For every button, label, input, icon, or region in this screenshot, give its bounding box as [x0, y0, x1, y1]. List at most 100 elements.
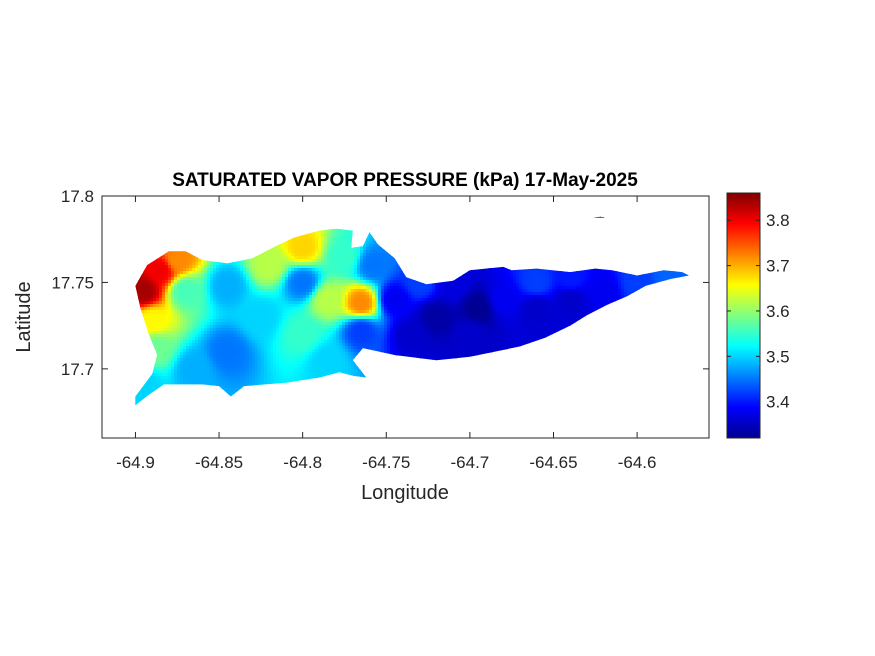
heatmap-cell	[279, 265, 283, 269]
heatmap-cell	[375, 250, 379, 254]
heatmap-cell	[186, 256, 190, 260]
heatmap-cell	[303, 253, 307, 257]
heatmap-cell	[321, 253, 325, 257]
heatmap-cell	[291, 250, 295, 254]
heatmap-cell	[294, 253, 298, 257]
heatmap-cell	[315, 238, 319, 242]
heatmap-cell	[261, 259, 265, 263]
heatmap-cell	[354, 262, 358, 266]
heatmap-cell	[327, 232, 331, 236]
heatmap-cell	[330, 253, 334, 257]
heatmap-cell	[207, 268, 211, 272]
heatmap-cell	[348, 259, 352, 263]
heatmap-cell	[300, 256, 304, 260]
heatmap-cell	[300, 268, 304, 272]
heatmap-cell	[291, 241, 295, 245]
heatmap-cell	[183, 253, 187, 257]
heatmap-cell	[384, 262, 388, 266]
heatmap-cell	[261, 268, 265, 272]
heatmap-cell	[273, 253, 277, 257]
heatmap-cell	[318, 259, 322, 263]
heatmap-cell	[321, 244, 325, 248]
heatmap-cell	[255, 265, 259, 269]
heatmap-cell	[366, 268, 370, 272]
heatmap-cell	[333, 256, 337, 260]
heatmap-cell	[276, 262, 280, 266]
heatmap-cell	[327, 250, 331, 254]
heatmap-cell	[159, 262, 163, 266]
heatmap-cell	[339, 247, 343, 251]
heatmap-cell	[258, 265, 262, 269]
heatmap-cell	[330, 235, 334, 239]
heatmap-cell	[297, 235, 301, 239]
heatmap-cell	[381, 268, 385, 272]
heatmap-cell	[339, 235, 343, 239]
heatmap-cell	[399, 268, 403, 272]
heatmap-cell	[342, 235, 346, 239]
heatmap-cell	[165, 265, 169, 269]
heatmap-cell	[318, 241, 322, 245]
heatmap-cell	[312, 238, 316, 242]
heatmap-cell	[204, 259, 208, 263]
heatmap-cell	[360, 247, 364, 251]
heatmap-cell	[276, 247, 280, 251]
heatmap-cell	[195, 265, 199, 269]
heatmap-cell	[369, 259, 373, 263]
heatmap-cell	[234, 265, 238, 269]
heatmap-cell	[327, 241, 331, 245]
heatmap-cell	[297, 241, 301, 245]
heatmap-cell	[285, 256, 289, 260]
heatmap-cell	[330, 250, 334, 254]
heatmap-cell	[339, 232, 343, 236]
heatmap-cell	[306, 244, 310, 248]
heatmap-cell	[222, 265, 226, 269]
heatmap-cell	[282, 241, 286, 245]
heatmap-cell	[342, 250, 346, 254]
heatmap-cell	[273, 262, 277, 266]
heatmap-cell	[351, 247, 355, 251]
heatmap-cell	[324, 229, 328, 233]
heatmap-cell	[192, 268, 196, 272]
heatmap-cell	[378, 268, 382, 272]
heatmap-cell	[369, 247, 373, 251]
heatmap-cell	[282, 247, 286, 251]
heatmap-cell	[339, 259, 343, 263]
heatmap-cell	[288, 250, 292, 254]
heatmap-cell	[258, 253, 262, 257]
heatmap-cell	[369, 235, 373, 239]
heatmap-cell	[255, 256, 259, 260]
heatmap-cell	[315, 244, 319, 248]
heatmap-cell	[387, 256, 391, 260]
heatmap-cell	[354, 253, 358, 257]
heatmap-cell	[357, 256, 361, 260]
heatmap-cell	[372, 241, 376, 245]
heatmap-cell	[384, 265, 388, 269]
heatmap-cell	[345, 265, 349, 269]
heatmap-cell	[330, 229, 334, 233]
heatmap-cell	[348, 232, 352, 236]
heatmap-cell	[180, 262, 184, 266]
heatmap-cell	[342, 241, 346, 245]
heatmap-cell	[324, 262, 328, 266]
heatmap-cell	[333, 253, 337, 257]
heatmap-cell	[195, 262, 199, 266]
heatmap-cell	[195, 268, 199, 272]
heatmap-cell	[162, 268, 166, 272]
heatmap-cell	[168, 250, 172, 254]
heatmap-cell	[324, 250, 328, 254]
heatmap-cell	[264, 256, 268, 260]
heatmap-cell	[285, 250, 289, 254]
heatmap-cell	[396, 262, 400, 266]
heatmap-cell	[336, 232, 340, 236]
heatmap-cell	[369, 262, 373, 266]
heatmap-cell	[348, 268, 352, 272]
heatmap-cell	[258, 268, 262, 272]
heatmap-cell	[318, 244, 322, 248]
heatmap-cell	[339, 250, 343, 254]
heatmap-cell	[327, 256, 331, 260]
heatmap-cell	[357, 262, 361, 266]
heatmap-cell	[369, 256, 373, 260]
heatmap-cell	[303, 241, 307, 245]
heatmap-cell	[279, 247, 283, 251]
heatmap-cell	[366, 259, 370, 263]
